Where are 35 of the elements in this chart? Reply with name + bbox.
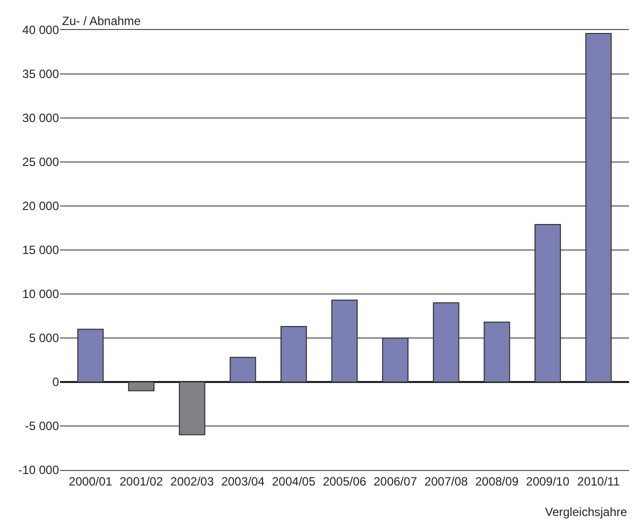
y-tick-label: -10 000 <box>18 463 60 478</box>
bar <box>77 328 104 382</box>
y-tick-label: 35 000 <box>22 67 60 82</box>
y-tick-label: 40 000 <box>22 23 60 38</box>
y-axis-title: Zu- / Abnahme <box>62 14 142 28</box>
x-tick-label: 2003/04 <box>221 474 265 488</box>
y-tick-label: 25 000 <box>22 155 60 170</box>
bar <box>128 382 154 392</box>
bar <box>178 382 206 436</box>
x-tick-label: 2010/11 <box>577 474 620 488</box>
x-tick-label: 2006/07 <box>374 474 418 488</box>
y-tick-label: 15 000 <box>22 243 60 258</box>
bar <box>280 326 307 382</box>
bar <box>331 300 358 382</box>
x-tick-label: 2004/05 <box>272 474 316 488</box>
y-tick-label: 10 000 <box>22 287 60 302</box>
x-tick-label: 2002/03 <box>170 474 214 488</box>
bar <box>534 224 561 382</box>
y-tick-label: -5 000 <box>24 419 60 434</box>
bar <box>382 338 408 382</box>
bar <box>432 302 460 382</box>
x-tick-label: 2005/06 <box>322 474 367 488</box>
x-axis-title: Vergleichsjahre <box>545 505 628 519</box>
bar <box>585 33 612 382</box>
x-tick-label: 2009/10 <box>526 474 570 488</box>
x-tick-label: 2007/08 <box>424 474 468 488</box>
x-tick-label: 2008/09 <box>475 474 519 488</box>
y-tick-label: 0 <box>52 375 60 390</box>
x-tick-label: 2000/01 <box>68 474 112 488</box>
x-tick-label: 2001/02 <box>120 474 164 488</box>
y-tick-label: 5 000 <box>28 331 60 346</box>
y-tick-label: 20 000 <box>22 199 60 214</box>
bar <box>484 322 510 382</box>
y-tick-label: 30 000 <box>22 111 60 126</box>
bar <box>230 356 256 382</box>
